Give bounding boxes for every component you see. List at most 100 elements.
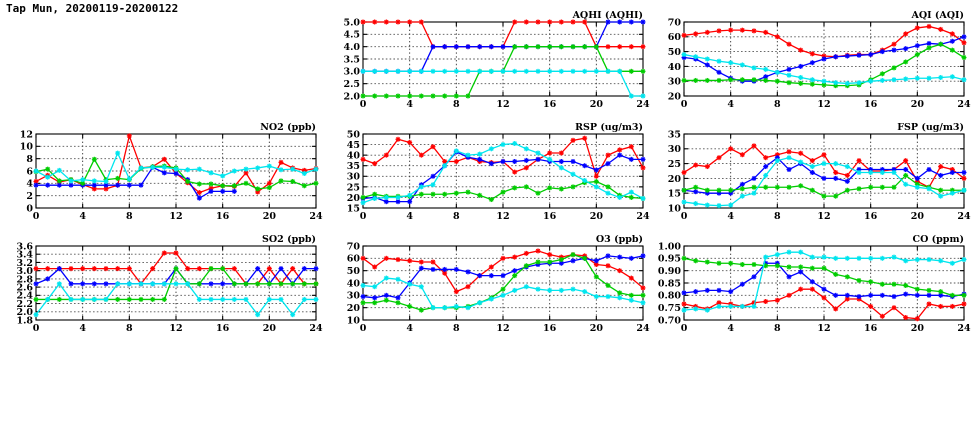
data-point-marker [704, 77, 710, 83]
data-point-marker [570, 171, 576, 177]
x-tick-label: 8 [126, 323, 133, 334]
data-point-marker [535, 150, 541, 156]
data-point-marker [395, 136, 401, 142]
data-point-marker [372, 93, 378, 99]
series-day4 [360, 275, 646, 311]
data-point-marker [693, 258, 699, 264]
data-point-marker [926, 186, 932, 192]
data-point-marker [617, 147, 623, 153]
data-point-marker [763, 29, 769, 35]
data-point-marker [938, 289, 944, 295]
series-day4 [681, 52, 967, 86]
data-point-marker [372, 264, 378, 270]
data-point-marker [833, 306, 839, 312]
y-tick-label: 20 [668, 174, 682, 185]
y-tick-label: 3.2 [16, 258, 33, 269]
data-point-marker [961, 169, 967, 175]
data-point-marker [798, 75, 804, 80]
data-point-marker [593, 173, 599, 179]
data-point-marker [809, 187, 815, 193]
data-point-marker [185, 178, 191, 184]
data-point-marker [949, 292, 955, 298]
data-point-marker [891, 294, 897, 300]
data-point-marker [547, 44, 553, 50]
panel-rsp: 15 20 25 30 35 40 45 50 0 4 8 12 16 20 24 RSP (ug/m3) [333, 120, 650, 224]
data-point-marker [91, 182, 97, 188]
data-point-marker [605, 19, 611, 25]
data-point-marker [949, 31, 955, 37]
x-tick-label: 4 [727, 323, 734, 334]
data-point-marker [196, 281, 202, 287]
data-point-marker [891, 184, 897, 190]
data-point-marker [751, 274, 757, 280]
data-point-marker [488, 197, 494, 203]
data-point-marker [547, 287, 553, 293]
data-point-marker [961, 292, 967, 298]
data-point-marker [453, 148, 459, 154]
data-point-marker [547, 156, 553, 162]
data-point-marker [693, 77, 699, 83]
data-point-marker [809, 169, 815, 175]
data-point-marker [453, 44, 459, 50]
data-point-marker [949, 169, 955, 175]
data-point-marker [477, 156, 483, 162]
x-tick-label: 12 [496, 211, 509, 222]
data-point-marker [809, 265, 815, 271]
data-point-marker [628, 255, 634, 261]
data-point-marker [938, 26, 944, 32]
data-point-marker [208, 188, 214, 194]
y-tick-label: 40 [347, 151, 361, 162]
data-point-marker [126, 266, 132, 272]
data-point-marker [500, 189, 506, 195]
data-point-marker [407, 303, 413, 309]
data-point-marker [833, 80, 839, 86]
data-point-marker [477, 192, 483, 198]
data-point-marker [442, 266, 448, 272]
data-point-marker [91, 296, 97, 302]
data-point-marker [856, 294, 862, 300]
y-tick-label: 2.4 [16, 291, 33, 302]
data-point-marker [926, 40, 932, 46]
data-point-marker [56, 167, 62, 173]
data-point-marker [558, 165, 564, 171]
data-point-marker [833, 271, 839, 277]
x-tick-label: 12 [496, 99, 509, 110]
y-tick-label: 60 [668, 32, 682, 43]
data-point-marker [372, 284, 378, 290]
data-point-marker [418, 68, 424, 74]
data-point-marker [798, 286, 804, 292]
data-point-marker [290, 312, 296, 318]
data-point-marker [582, 163, 588, 169]
data-point-marker [523, 157, 529, 163]
data-point-marker [856, 255, 862, 261]
data-point-marker [558, 158, 564, 164]
data-point-marker [220, 188, 226, 194]
data-point-marker [628, 144, 634, 150]
data-point-marker [961, 55, 967, 61]
data-point-marker [914, 75, 920, 81]
x-tick-label: 16 [216, 211, 230, 222]
data-point-marker [115, 182, 121, 188]
data-point-marker [774, 297, 780, 303]
data-point-marker [500, 255, 506, 261]
data-point-marker [407, 199, 413, 205]
data-point-marker [640, 156, 646, 162]
data-point-marker [617, 290, 623, 296]
data-point-marker [868, 255, 874, 261]
data-point-marker [809, 286, 815, 292]
data-point-marker [301, 183, 307, 189]
data-point-marker [570, 137, 576, 143]
data-point-marker [512, 44, 518, 50]
data-point-marker [716, 58, 722, 64]
data-point-marker [418, 259, 424, 265]
data-point-marker [891, 41, 897, 47]
data-point-marker [56, 281, 62, 287]
data-point-marker [103, 178, 109, 184]
data-point-marker [879, 184, 885, 190]
data-point-marker [926, 301, 932, 307]
data-point-marker [290, 166, 296, 172]
y-tick-label: 1.8 [16, 315, 33, 326]
data-point-marker [477, 44, 483, 50]
data-point-marker [523, 44, 529, 50]
data-point-marker [512, 268, 518, 274]
